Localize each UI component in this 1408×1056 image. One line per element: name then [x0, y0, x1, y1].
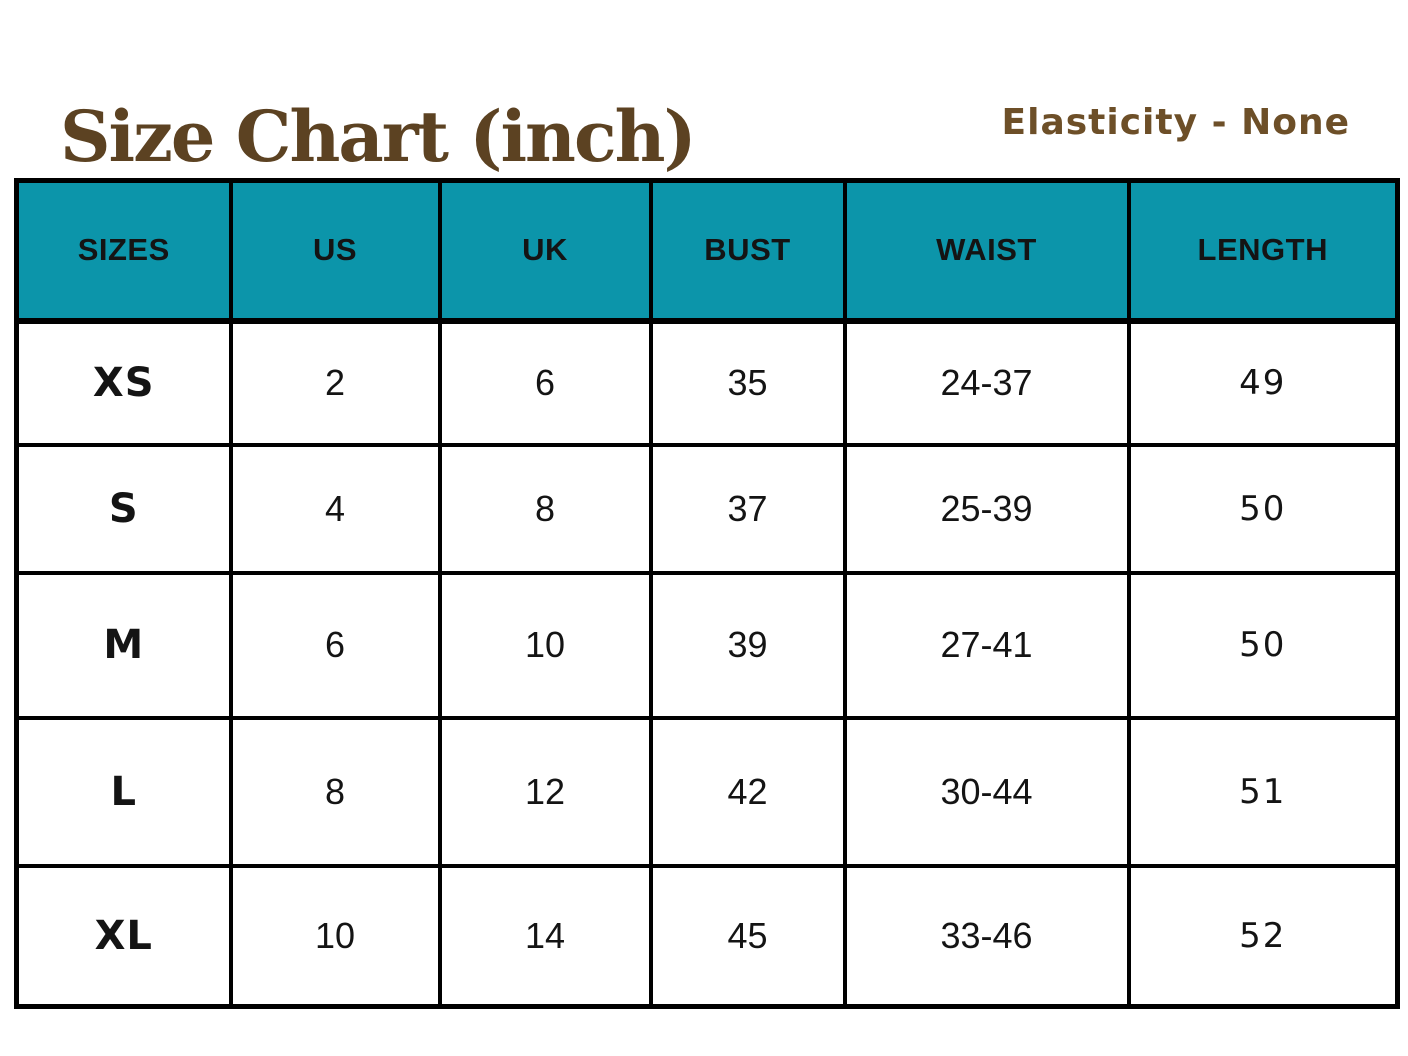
- elasticity-note: Elasticity - None: [1001, 102, 1350, 143]
- waist-value: 30-44: [842, 715, 1131, 868]
- us-value: 10: [228, 863, 442, 1009]
- size-chart-table: SIZES US UK BUST WAIST LENGTH XS 2 6 35 …: [14, 178, 1400, 1009]
- length-value: 50: [1126, 570, 1400, 720]
- header-sizes: SIZES: [14, 178, 233, 324]
- size-label: XL: [14, 863, 233, 1009]
- uk-value: 10: [437, 570, 653, 720]
- bust-value: 42: [648, 715, 847, 868]
- header-us: US: [228, 178, 442, 324]
- uk-value: 12: [437, 715, 653, 868]
- us-value: 8: [228, 715, 442, 868]
- waist-value: 24-37: [842, 318, 1131, 447]
- waist-value: 33-46: [842, 863, 1131, 1009]
- header-uk: UK: [437, 178, 653, 324]
- us-value: 4: [228, 442, 442, 575]
- bust-value: 39: [648, 570, 847, 720]
- length-value: 50: [1126, 442, 1400, 575]
- size-label: M: [14, 570, 233, 720]
- bust-value: 37: [648, 442, 847, 575]
- waist-value: 27-41: [842, 570, 1131, 720]
- header-waist: WAIST: [842, 178, 1131, 324]
- length-value: 52: [1126, 863, 1400, 1009]
- table-header-row: SIZES US UK BUST WAIST LENGTH: [14, 178, 1400, 324]
- us-value: 6: [228, 570, 442, 720]
- us-value: 2: [228, 318, 442, 447]
- table-row-xs: XS 2 6 35 24-37 49: [14, 318, 1400, 447]
- waist-value: 25-39: [842, 442, 1131, 575]
- size-label: S: [14, 442, 233, 575]
- table-row-l: L 8 12 42 30-44 51: [14, 715, 1400, 868]
- size-label: L: [14, 715, 233, 868]
- table-row-m: M 6 10 39 27-41 50: [14, 570, 1400, 720]
- table-row-xl: XL 10 14 45 33-46 52: [14, 863, 1400, 1009]
- header-bust: BUST: [648, 178, 847, 324]
- length-value: 49: [1126, 318, 1400, 447]
- uk-value: 8: [437, 442, 653, 575]
- size-label: XS: [14, 318, 233, 447]
- length-value: 51: [1126, 715, 1400, 868]
- uk-value: 14: [437, 863, 653, 1009]
- page-title: Size Chart (inch): [60, 94, 697, 178]
- table-row-s: S 4 8 37 25-39 50: [14, 442, 1400, 575]
- header-length: LENGTH: [1126, 178, 1400, 324]
- bust-value: 35: [648, 318, 847, 447]
- bust-value: 45: [648, 863, 847, 1009]
- uk-value: 6: [437, 318, 653, 447]
